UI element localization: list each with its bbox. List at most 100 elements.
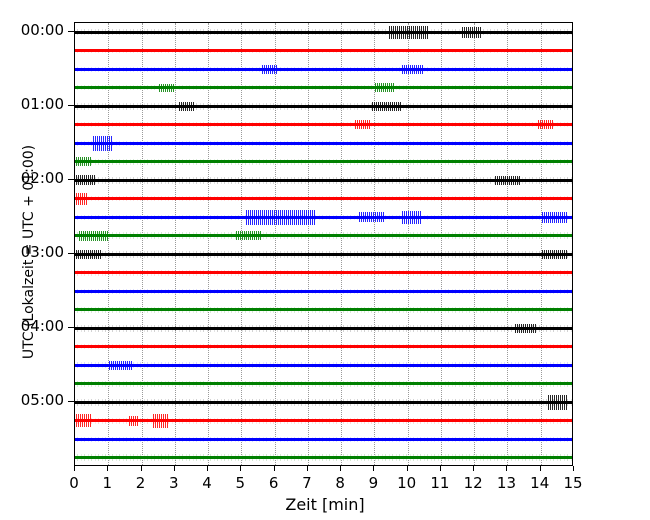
trace-baseline (75, 437, 572, 441)
seismic-event (261, 64, 278, 74)
x-tick-mark (439, 466, 441, 471)
trace-baseline (75, 400, 572, 404)
seismic-trace (75, 80, 572, 95)
y-tick-label: 03:00 (20, 243, 64, 262)
x-tick-label: 4 (202, 474, 212, 492)
x-tick-mark (306, 466, 308, 471)
seismic-event (357, 212, 385, 223)
seismic-trace (75, 43, 572, 58)
x-tick-label: 8 (335, 474, 345, 492)
x-tick-mark (573, 466, 574, 471)
seismic-trace (75, 376, 572, 391)
seismic-event (75, 249, 102, 259)
seismic-trace (75, 450, 572, 465)
trace-baseline (75, 141, 572, 145)
seismic-trace (75, 191, 572, 206)
y-tick-label: 01:00 (20, 95, 64, 114)
seismic-trace (75, 154, 572, 169)
y-axis-label: UTC (Lokalzeit = UTC + 01:00) (21, 144, 37, 360)
x-tick-mark (107, 466, 109, 471)
seismic-trace (75, 432, 572, 447)
seismic-trace (75, 284, 572, 299)
seismic-trace (75, 358, 572, 373)
seismic-event (547, 394, 568, 410)
grid-line (108, 23, 110, 465)
grid-line (174, 23, 176, 465)
seismic-event (75, 192, 89, 205)
seismic-trace (75, 99, 572, 114)
y-tick-mark (68, 327, 74, 329)
x-tick-label: 0 (69, 474, 79, 492)
seismic-trace (75, 247, 572, 262)
x-tick-mark (506, 466, 508, 471)
trace-baseline (75, 382, 572, 386)
seismic-event (374, 83, 395, 93)
grid-line (440, 23, 442, 465)
grid-line (407, 23, 409, 465)
seismic-event (151, 413, 169, 428)
x-tick-mark (539, 466, 541, 471)
seismic-event (178, 101, 195, 111)
y-tick-mark (68, 401, 74, 403)
trace-baseline (75, 30, 572, 34)
seismic-trace (75, 265, 572, 280)
x-tick-mark (207, 466, 209, 471)
seismic-event (514, 323, 538, 333)
seismic-event (460, 26, 481, 38)
x-tick-label: 13 (496, 474, 516, 492)
seismic-trace (75, 302, 572, 317)
seismic-event (108, 360, 132, 370)
seismic-event (494, 175, 521, 185)
seismic-event (128, 415, 139, 426)
x-tick-label: 14 (530, 474, 550, 492)
x-tick-mark (406, 466, 408, 471)
seismic-event (401, 64, 425, 74)
trace-baseline (75, 271, 572, 275)
seismic-trace (75, 209, 572, 225)
trace-baseline (75, 67, 572, 71)
trace-baseline (75, 49, 572, 53)
grid-line (208, 23, 210, 465)
grid-line (374, 23, 376, 465)
grid-line (241, 23, 243, 465)
seismic-event (371, 101, 401, 111)
seismic-trace (75, 394, 572, 410)
trace-baseline (75, 289, 572, 293)
grid-line (540, 23, 542, 465)
x-tick-label: 5 (235, 474, 246, 492)
x-tick-mark (173, 466, 175, 471)
seismic-event (540, 211, 568, 223)
x-tick-mark (473, 466, 475, 471)
grid-line (274, 23, 276, 465)
seismic-event (78, 231, 109, 241)
seismic-trace (75, 173, 572, 188)
seismic-event (75, 157, 92, 167)
seismic-event (75, 414, 92, 428)
seismic-trace (75, 413, 572, 428)
y-tick-label: 05:00 (20, 391, 64, 410)
x-tick-label: 11 (430, 474, 450, 492)
grid-line (474, 23, 476, 465)
y-tick-mark (68, 253, 74, 255)
seismic-trace (75, 117, 572, 132)
trace-baseline (75, 160, 572, 164)
seismic-event (91, 135, 112, 151)
grid-line (307, 23, 309, 465)
trace-baseline (75, 234, 572, 238)
trace-baseline (75, 86, 572, 90)
x-tick-label: 15 (563, 474, 583, 492)
x-tick-label: 10 (397, 474, 417, 492)
seismic-event (387, 25, 428, 39)
trace-baseline (75, 123, 572, 127)
y-tick-label: 02:00 (20, 169, 64, 188)
x-tick-mark (373, 466, 375, 471)
trace-baseline (75, 178, 572, 182)
x-tick-label: 12 (463, 474, 483, 492)
grid-line (507, 23, 509, 465)
trace-baseline (75, 252, 572, 256)
y-tick-label: 04:00 (20, 317, 64, 336)
plot-area (74, 22, 573, 466)
y-tick-mark (68, 31, 74, 33)
trace-baseline (75, 456, 572, 460)
